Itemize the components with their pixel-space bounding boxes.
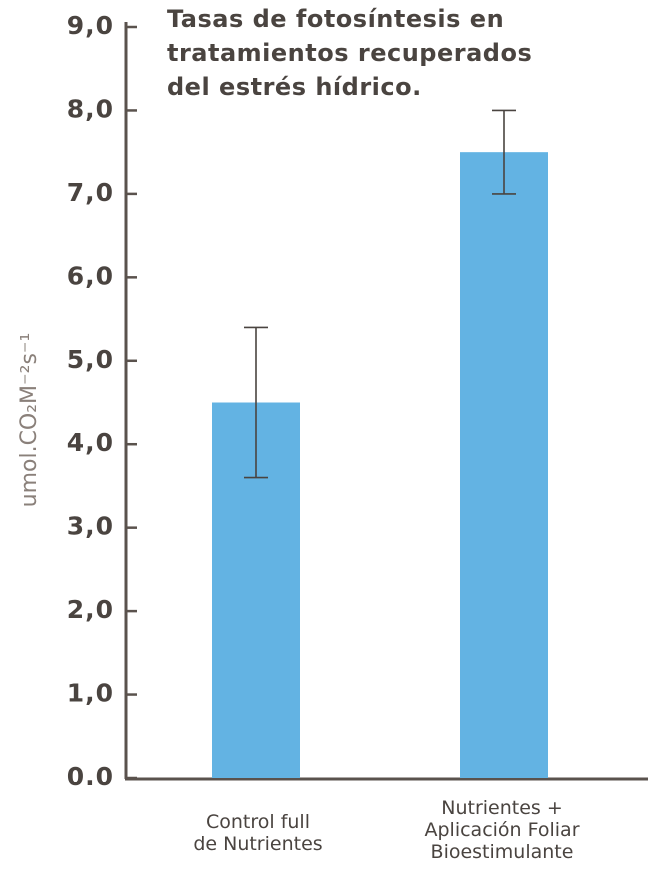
error-bar (492, 109, 516, 195)
y-tick-label: 3,0 (67, 512, 114, 541)
y-tick-label: 1,0 (67, 679, 114, 708)
chart-title: Tasas de fotosíntesis en tratamientos re… (167, 5, 533, 101)
y-tick-label: 6,0 (67, 261, 114, 290)
y-tick-label: 0.0 (67, 762, 114, 791)
error-bar (244, 326, 268, 479)
y-axis-label: umol.CO₂M⁻²s⁻¹ (17, 333, 42, 508)
x-tick-label: Nutrientes + Aplicación Foliar Bioestimu… (424, 797, 580, 863)
bar (460, 152, 548, 778)
y-tick-label: 4,0 (67, 428, 114, 457)
y-tick-label: 7,0 (67, 178, 114, 207)
x-tick-label: Control full de Nutrientes (193, 811, 323, 855)
y-tick-label: 5,0 (67, 345, 114, 374)
y-tick-label: 8,0 (67, 94, 114, 123)
y-tick-label: 9,0 (67, 11, 114, 40)
y-tick-label: 2,0 (67, 595, 114, 624)
